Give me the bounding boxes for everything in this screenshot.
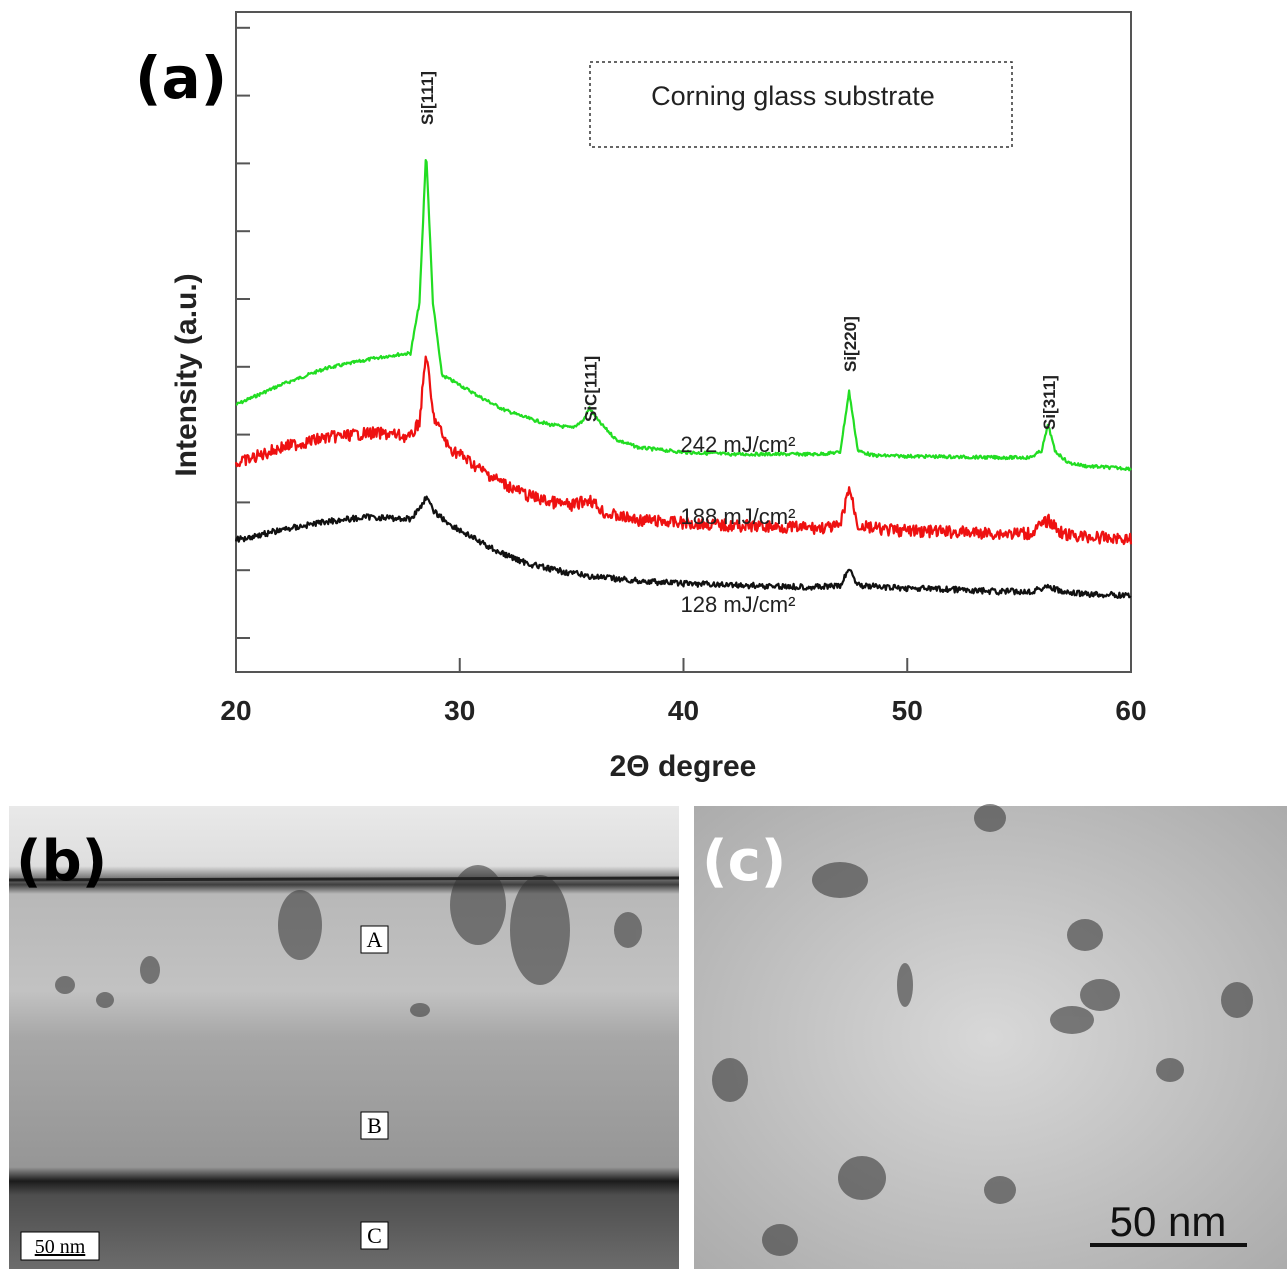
panel-b-label: (b) [16,829,107,894]
series-lines [234,159,1133,600]
peak-label: Si[220] [841,316,860,372]
region-label-a: A [360,925,389,954]
svg-text:B: B [367,1113,382,1138]
x-axis-tick-labels: 20 30 40 50 60 [220,695,1146,726]
peak-label: Si[111] [418,71,437,125]
svg-text:C: C [367,1223,382,1248]
tem-image-b [9,806,679,1269]
tem-b-surface-line [8,876,680,882]
tem-c-nanocrystals [712,804,1253,1256]
series-line [234,495,1132,600]
x-axis-label: 2Θ degree [610,750,757,783]
region-label-b: B [360,1111,389,1140]
panel-a: (a) 20 30 40 50 60 2Θ degree Intensity (a.u.… [135,11,1147,783]
scale-bar-c: 50 nm [1090,1198,1247,1247]
series-line [235,159,1132,472]
panel-a-label: (a) [135,44,227,112]
series-line [234,355,1133,546]
tem-b-grains [55,865,642,1017]
svg-text:A: A [367,927,383,952]
panel-b: (b) A B C 50 nm [8,806,680,1269]
y-axis-ticks [236,26,250,639]
series-labels: 242 mJ/cm² 188 mJ/cm² 128 mJ/cm² [681,432,796,617]
legend-box-frame [589,61,1013,148]
x-tick-label: 60 [1115,695,1146,726]
x-tick-label: 50 [892,695,923,726]
panel-c: (c) 50 nm [694,804,1287,1269]
legend-box-text: Corning glass substrate [651,81,935,111]
panel-c-label: (c) [702,829,786,894]
x-axis-ticks [235,658,1132,672]
series-label: 188 mJ/cm² [681,504,796,529]
panel-divider [679,806,694,1269]
series-label: 128 mJ/cm² [681,592,796,617]
region-label-c: C [360,1221,389,1250]
scale-bar-c-text: 50 nm [1110,1198,1227,1245]
peak-label: SiC[111] [582,356,601,422]
peak-label: Si[311] [1040,375,1059,430]
y-axis-label: Intensity (a.u.) [170,273,203,476]
legend-box: Corning glass substrate [589,61,1013,148]
x-tick-label: 20 [220,695,251,726]
scale-bar-b: 50 nm [20,1231,100,1261]
peak-labels: Si[111] SiC[111] Si[220] Si[311] [418,71,1059,430]
x-tick-label: 30 [444,695,475,726]
svg-text:50 nm: 50 nm [35,1236,86,1258]
plot-frame [235,11,1132,673]
x-tick-label: 40 [668,695,699,726]
series-label: 242 mJ/cm² [681,432,796,457]
